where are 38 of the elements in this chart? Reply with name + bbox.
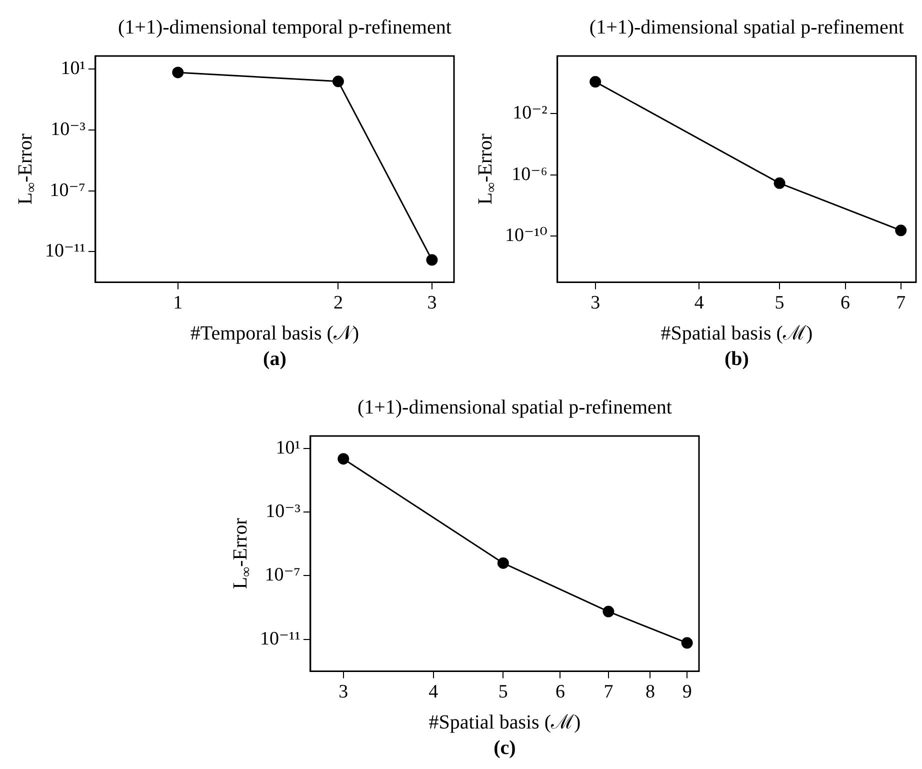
y-tick-label: 10⁻³	[266, 501, 301, 522]
y-tick-label: 10¹	[60, 58, 86, 79]
x-tick-label: 2	[333, 292, 343, 314]
x-tick-label: 4	[428, 682, 439, 703]
x-tick-label: 3	[590, 292, 600, 314]
y-tick-label: 10⁻¹⁰	[505, 225, 548, 246]
x-axis-title: #Temporal basis (𝒩)	[190, 322, 360, 344]
y-axis-title: L∞-Error	[229, 518, 255, 590]
y-tick-label: 10⁻¹¹	[260, 628, 301, 650]
text: (b)	[724, 348, 749, 370]
x-axis-title: #Spatial basis (ℳ)	[428, 711, 581, 734]
x-tick-label: 5	[498, 682, 508, 703]
chart-title: (1+1)-dimensional spatial p-refinement	[589, 16, 904, 38]
chart-title: (1+1)-dimensional spatial p-refinement	[357, 396, 672, 418]
x-tick-label: 6	[555, 682, 565, 703]
x-tick-label: 7	[604, 682, 614, 703]
x-tick-label: 9	[682, 682, 692, 703]
x-tick-label: 3	[338, 682, 348, 703]
y-axis-title: L∞-Error	[14, 133, 40, 205]
y-tick-label: 10⁻⁷	[264, 564, 300, 586]
y-tick-label: 10⁻³	[50, 118, 86, 140]
y-tick-label: 10¹	[276, 437, 301, 458]
x-tick-label: 6	[840, 292, 850, 314]
chart-title: (1+1)-dimensional temporal p-refinement	[118, 16, 452, 38]
y-tick-label: 10⁻¹¹	[45, 240, 86, 262]
x-tick-label: 3	[427, 292, 437, 314]
x-tick-label: 1	[173, 292, 183, 314]
x-tick-label: 5	[774, 292, 784, 314]
x-axis-title: #Spatial basis (ℳ)	[660, 322, 813, 344]
y-tick-label: 10⁻⁷	[50, 180, 86, 201]
y-tick-label: 10⁻²	[512, 102, 548, 124]
y-tick-label: 10⁻⁶	[512, 164, 548, 185]
x-tick-label: 8	[645, 682, 655, 703]
text: (c)	[494, 737, 516, 760]
x-tick-label: 4	[694, 292, 704, 314]
text: (a)	[263, 348, 286, 370]
y-axis-title: L∞-Error	[474, 133, 500, 205]
x-tick-label: 7	[896, 292, 906, 314]
